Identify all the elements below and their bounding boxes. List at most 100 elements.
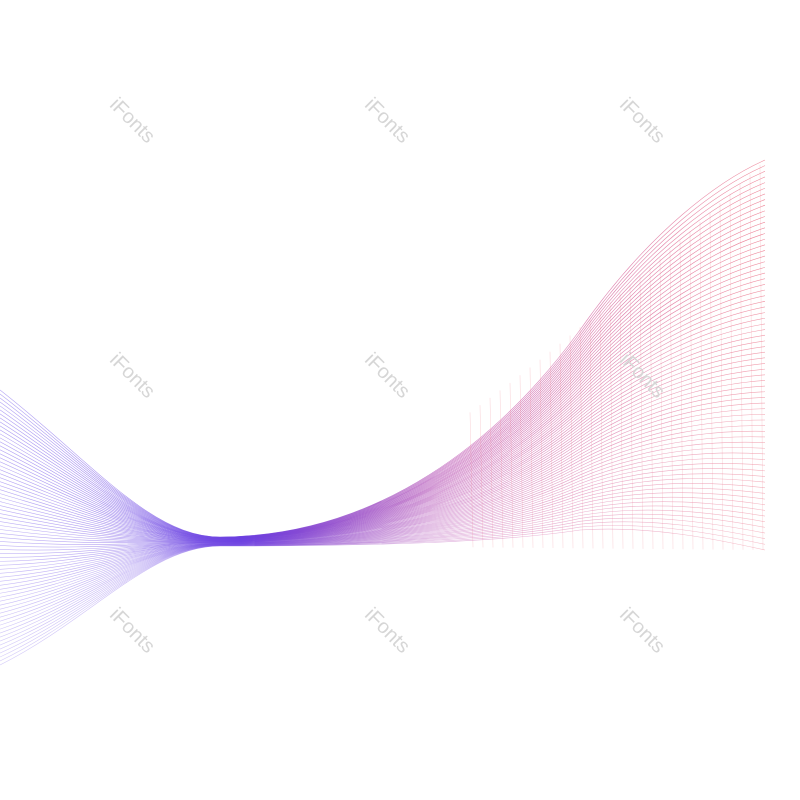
wave-line (0, 391, 766, 554)
mesh-line (649, 267, 654, 549)
mesh-line (759, 164, 764, 550)
wave-line (0, 436, 766, 586)
wave-line (0, 397, 766, 558)
wave-line (0, 233, 766, 539)
wave-line (0, 357, 766, 542)
wave-line (0, 501, 766, 638)
mesh-line (569, 335, 574, 549)
wave-line (0, 284, 766, 541)
wave-line (0, 505, 766, 642)
wave-lines (0, 159, 766, 666)
mesh-line (749, 174, 754, 550)
wave-line (0, 473, 766, 614)
wave-line (0, 334, 766, 542)
wave-line (0, 525, 766, 662)
wave-line (0, 199, 766, 539)
mesh-line (709, 212, 714, 550)
wave-line (0, 278, 766, 541)
wave-line (0, 159, 766, 538)
mesh-line (589, 319, 594, 549)
wave-line (0, 193, 766, 539)
mesh-line (619, 293, 624, 549)
wave-line (0, 425, 766, 578)
watermark: iFonts (105, 604, 159, 658)
wave-line (0, 368, 766, 544)
wave-line (0, 509, 766, 646)
wave-line (0, 171, 766, 538)
watermark: iFonts (360, 604, 414, 658)
wave-line (0, 187, 766, 538)
wave-line (0, 176, 766, 538)
wave-line (0, 351, 766, 542)
mesh-line (579, 327, 584, 549)
wave-line (0, 385, 766, 551)
mesh-line (659, 258, 664, 550)
mesh-line (479, 405, 484, 548)
wave-line (0, 165, 766, 538)
wave-line (0, 463, 766, 606)
wave-line (0, 374, 766, 545)
wave-line (0, 452, 766, 598)
wave-line (0, 250, 766, 540)
wave-line (0, 244, 766, 540)
wave-line (0, 447, 766, 594)
wave-line (0, 414, 766, 570)
mesh-line (599, 310, 604, 549)
mesh-line (519, 375, 524, 548)
wave-line (0, 492, 766, 630)
wave-line (0, 468, 766, 610)
mesh-line (559, 343, 564, 549)
mesh-line (699, 221, 704, 550)
mesh-line (529, 367, 534, 548)
watermark: iFonts (360, 94, 414, 148)
wave-line (0, 419, 766, 574)
wave-line (0, 513, 766, 650)
mesh-line (729, 193, 734, 550)
mesh-line (509, 382, 514, 548)
wave-line (0, 478, 766, 618)
wave-line (0, 329, 766, 542)
wave-line (0, 289, 766, 541)
mesh-line (669, 249, 674, 550)
watermark: iFonts (615, 94, 669, 148)
wave-line (0, 216, 766, 539)
wave-line (0, 267, 766, 540)
mesh-line (469, 412, 474, 548)
mesh-line (629, 284, 634, 549)
mesh-line (689, 231, 694, 550)
mesh-line (719, 203, 724, 550)
wave-line (0, 483, 766, 622)
wave-line (0, 295, 766, 541)
watermark: iFonts (615, 604, 669, 658)
wave-line (0, 261, 766, 540)
wave-line (0, 402, 766, 562)
wave-line (0, 363, 766, 543)
wave-line (0, 204, 766, 539)
mesh-line (739, 184, 744, 550)
wave-line (0, 210, 766, 539)
mesh-line (679, 240, 684, 550)
wave-line (0, 272, 766, 540)
wave-line (0, 317, 766, 541)
wave-line (0, 312, 766, 541)
watermark: iFonts (105, 349, 159, 403)
wave-line (0, 517, 766, 654)
watermarks: iFonts iFonts iFonts iFonts iFonts iFonts iFon… (105, 94, 669, 658)
wave-line (0, 306, 766, 541)
wave-line (0, 323, 766, 542)
mesh-line (639, 276, 644, 549)
wave-line (0, 182, 766, 538)
wave-line (0, 340, 766, 542)
wave-line (0, 408, 766, 566)
wave-line (0, 301, 766, 541)
wave-line (0, 255, 766, 540)
wave-line (0, 521, 766, 658)
wave-line (0, 227, 766, 539)
wave-line (0, 441, 766, 590)
mesh-line (499, 390, 504, 548)
wave-line (0, 221, 766, 539)
wave-line (0, 346, 766, 542)
wave-line (0, 457, 766, 602)
wave-line (0, 238, 766, 540)
